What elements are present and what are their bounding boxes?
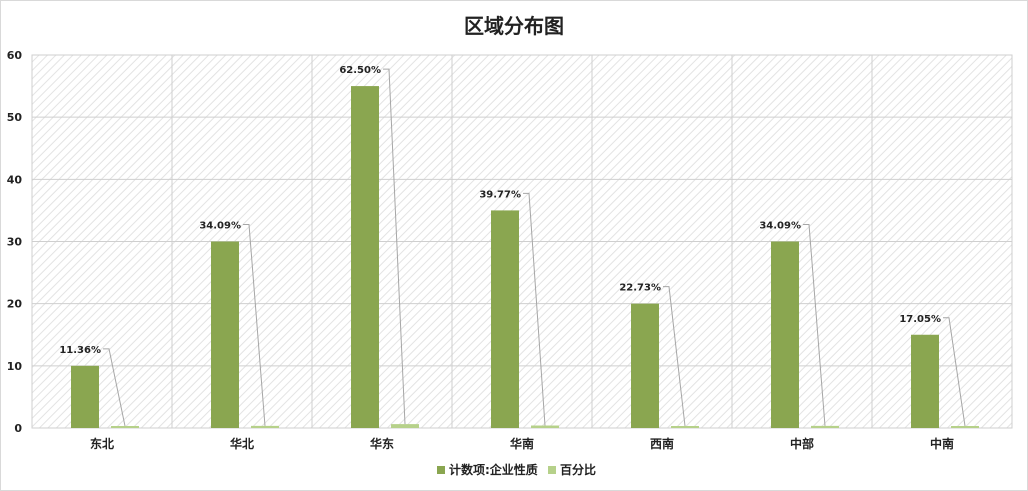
y-tick-label: 40	[7, 173, 23, 186]
chart-title: 区域分布图	[464, 14, 564, 38]
bar-count	[771, 241, 799, 428]
legend-label-percent: 百分比	[560, 462, 596, 477]
gridlines	[32, 54, 1012, 428]
x-axis-ticks: 东北 华北 华东 华南 西南 中部 中南	[90, 436, 954, 451]
leader-line	[103, 348, 126, 427]
x-tick-label: 华北	[230, 436, 254, 451]
bar-count	[351, 86, 379, 428]
bars	[71, 86, 979, 428]
data-label: 62.50%	[339, 65, 381, 76]
bar-percent	[951, 426, 979, 428]
leader-line	[943, 317, 966, 427]
bar-count	[491, 210, 519, 428]
y-tick-label: 20	[7, 298, 23, 311]
leader-line	[523, 192, 546, 426]
y-tick-label: 60	[7, 49, 23, 62]
data-labels: 11.36% 34.09% 62.50% 39.77% 22.73% 34.09% 17.0…	[59, 65, 966, 427]
bar-count	[71, 365, 99, 428]
bar-percent	[531, 425, 559, 428]
data-label: 34.09%	[199, 221, 241, 232]
x-tick-label: 华南	[510, 436, 534, 451]
legend-swatch-percent	[548, 466, 556, 474]
data-label: 17.05%	[899, 314, 941, 325]
y-axis-ticks: 0 10 20 30 40 50 60	[7, 49, 23, 435]
leader-line	[663, 286, 686, 427]
y-tick-label: 50	[7, 111, 23, 124]
bar-count	[211, 241, 239, 428]
leader-line	[383, 68, 406, 425]
y-tick-label: 30	[7, 236, 23, 249]
bar-percent	[671, 426, 699, 428]
bar-count	[631, 303, 659, 428]
data-label: 11.36%	[59, 345, 101, 356]
legend-swatch-count	[437, 466, 445, 474]
x-tick-label: 中南	[930, 436, 954, 451]
bar-count	[911, 334, 939, 428]
y-tick-label: 0	[14, 422, 22, 435]
leader-line	[803, 224, 826, 426]
y-tick-label: 10	[7, 360, 23, 373]
legend: 计数项:企业性质 百分比	[437, 462, 596, 477]
bar-percent	[391, 424, 419, 428]
data-label: 22.73%	[619, 283, 661, 294]
bar-percent	[111, 426, 139, 428]
leader-line	[243, 224, 266, 426]
data-label: 34.09%	[759, 221, 801, 232]
x-tick-label: 西南	[650, 436, 674, 451]
legend-label-count: 计数项:企业性质	[449, 462, 538, 477]
data-label: 39.77%	[479, 189, 521, 200]
x-tick-label: 东北	[90, 436, 114, 451]
x-tick-label: 中部	[790, 436, 814, 451]
x-tick-label: 华东	[370, 436, 394, 451]
bar-percent	[811, 425, 839, 428]
bar-percent	[251, 425, 279, 428]
